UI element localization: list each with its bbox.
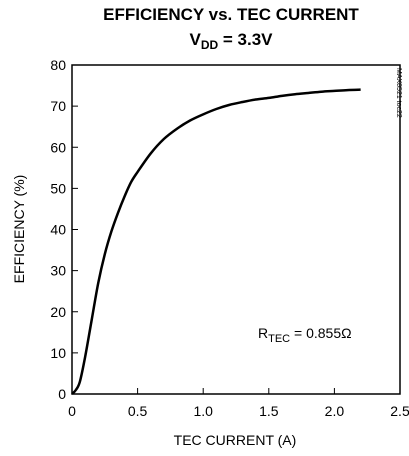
y-tick-label: 50 [50, 180, 66, 196]
y-axis-label: EFFICIENCY (%) [11, 175, 27, 284]
plot-area: 0 0.5 1.0 1.5 2.0 2.5 0 10 20 30 40 50 60 70 80 [50, 57, 409, 419]
y-tick-label: 80 [50, 57, 66, 73]
x-tick-label: 1.5 [259, 403, 279, 419]
y-tick-label: 30 [50, 263, 66, 279]
subtitle-rest: = 3.3V [218, 30, 273, 49]
subtitle-sub: DD [201, 38, 219, 52]
x-tick-label: 1.0 [193, 403, 213, 419]
x-axis-label: TEC CURRENT (A) [174, 432, 297, 448]
efficiency-curve [71, 88, 361, 395]
y-tick-label: 0 [58, 386, 66, 402]
x-tick-label: 0.5 [128, 403, 148, 419]
plot-frame [71, 64, 401, 395]
x-tick-label: 0 [68, 403, 76, 419]
y-tick-label: 70 [50, 98, 66, 114]
subtitle-main: V [189, 30, 201, 49]
y-tick-label: 10 [50, 345, 66, 361]
annotation-sub: TEC [268, 333, 290, 345]
annotation-main: R [258, 325, 268, 341]
x-tick-label: 2.0 [325, 403, 345, 419]
y-tick-label: 40 [50, 222, 66, 238]
annotation-rest: = 0.855Ω [290, 325, 351, 341]
y-tick-label: 60 [50, 139, 66, 155]
resistance-annotation: RTEC = 0.855Ω [258, 325, 352, 345]
x-tick-label: 2.5 [390, 403, 409, 419]
chart-subtitle: VDD = 3.3V [189, 30, 273, 52]
y-tick-label: 20 [50, 304, 66, 320]
figure-code: MAX8521 toc22 [395, 68, 402, 118]
chart-title: EFFICIENCY vs. TEC CURRENT [103, 5, 359, 24]
